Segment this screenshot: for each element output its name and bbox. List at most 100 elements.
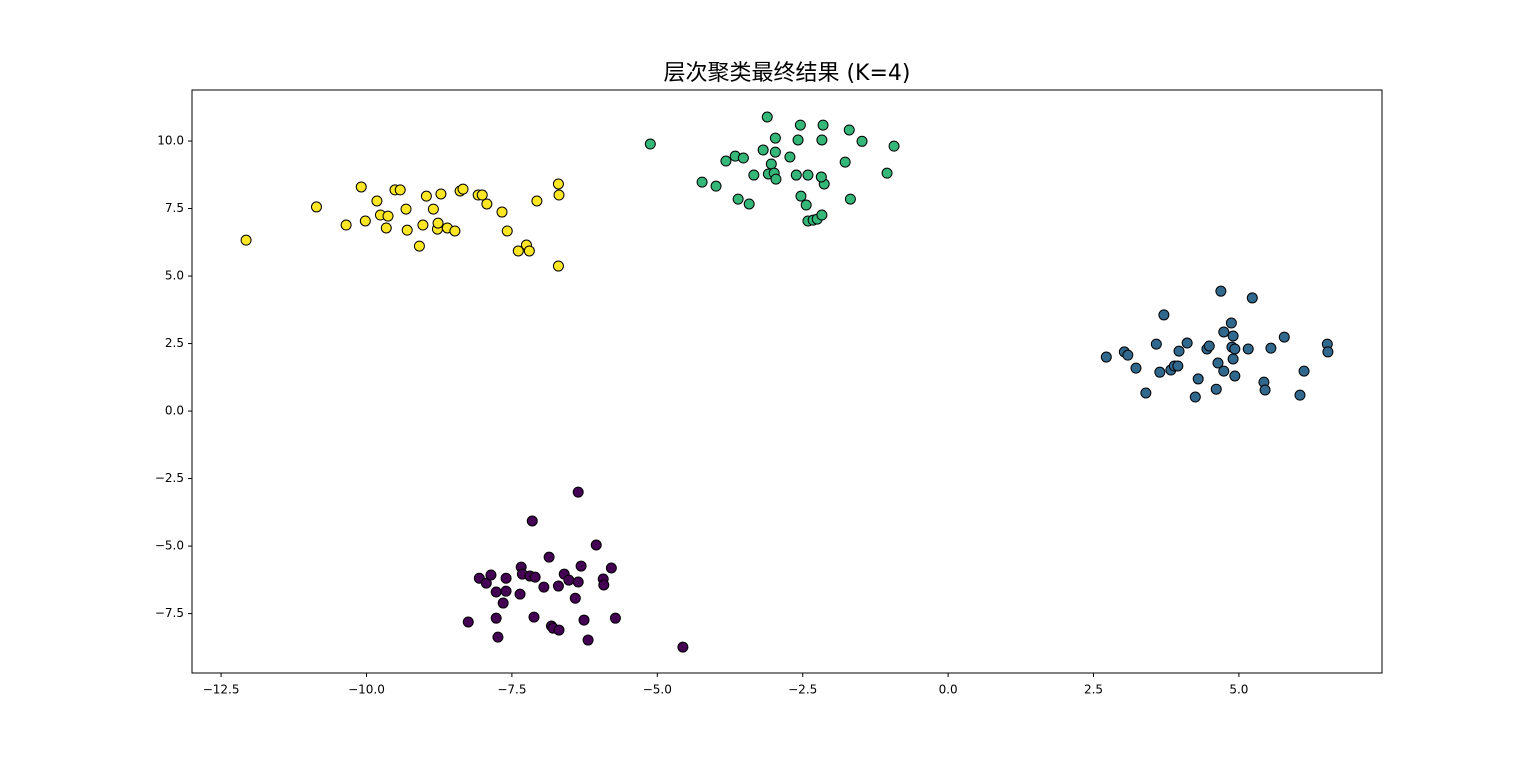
point	[501, 225, 513, 237]
point	[526, 515, 538, 527]
point	[1150, 338, 1162, 350]
point	[720, 155, 732, 167]
point	[843, 124, 855, 136]
point	[839, 156, 851, 168]
point	[732, 193, 744, 205]
point	[382, 210, 394, 222]
point	[737, 152, 749, 164]
point	[500, 585, 512, 597]
point	[1130, 362, 1142, 374]
point	[1100, 351, 1112, 363]
point	[413, 240, 425, 252]
point	[1259, 384, 1271, 396]
point	[485, 569, 497, 581]
point	[371, 195, 383, 207]
point	[794, 119, 806, 131]
point	[1218, 326, 1230, 338]
point	[802, 169, 814, 181]
y-tick-label: −5.0	[155, 539, 184, 553]
point	[496, 206, 508, 218]
point	[552, 580, 564, 592]
point	[770, 173, 782, 185]
point	[1218, 365, 1230, 377]
point	[816, 134, 828, 146]
point	[1181, 337, 1193, 349]
point	[1322, 346, 1334, 358]
point	[677, 641, 689, 653]
point	[605, 562, 617, 574]
point	[815, 171, 827, 183]
point	[512, 245, 524, 257]
x-tick-label: 2.5	[1084, 683, 1103, 697]
point	[609, 612, 621, 624]
point	[1140, 387, 1152, 399]
plot-frame	[191, 89, 1383, 674]
point	[881, 167, 893, 179]
point	[497, 597, 509, 609]
x-tick-label: −10.0	[348, 683, 385, 697]
point	[1229, 370, 1241, 382]
point	[1158, 309, 1170, 321]
point	[531, 195, 543, 207]
point	[538, 581, 550, 593]
point	[578, 614, 590, 626]
x-tick-label: 5.0	[1229, 683, 1248, 697]
point	[1298, 365, 1310, 377]
point	[816, 209, 828, 221]
point	[765, 158, 777, 170]
y-tick-label: 7.5	[165, 201, 184, 215]
chart-title: 层次聚类最终结果 (K=4)	[663, 61, 910, 86]
point	[590, 539, 602, 551]
point	[572, 486, 584, 498]
point	[480, 577, 492, 589]
point	[769, 146, 781, 158]
point	[490, 586, 502, 598]
point	[553, 189, 565, 201]
point	[817, 119, 829, 131]
point	[1229, 343, 1241, 355]
x-tick-label: 0.0	[939, 683, 958, 697]
y-tick-label: 10.0	[157, 134, 184, 148]
point	[528, 611, 540, 623]
point	[529, 571, 541, 583]
point	[582, 634, 594, 646]
point	[240, 234, 252, 246]
point	[888, 140, 900, 152]
point	[1189, 391, 1201, 403]
point	[427, 203, 439, 215]
point	[790, 169, 802, 181]
point	[359, 215, 371, 227]
y-tick-label: −7.5	[155, 606, 184, 620]
point	[569, 592, 581, 604]
point	[792, 134, 804, 146]
point	[481, 198, 493, 210]
point	[401, 224, 413, 236]
y-tick-label: 2.5	[165, 336, 184, 350]
point	[310, 201, 322, 213]
point	[552, 260, 564, 272]
y-tick-label: 5.0	[165, 269, 184, 283]
point	[1203, 340, 1215, 352]
point	[490, 612, 502, 624]
point	[394, 184, 406, 196]
point	[492, 631, 504, 643]
point	[1122, 349, 1134, 361]
point	[844, 193, 856, 205]
point	[420, 190, 432, 202]
point	[1294, 389, 1306, 401]
point	[417, 219, 429, 231]
point	[1242, 343, 1254, 355]
point	[543, 551, 555, 563]
point	[800, 199, 812, 211]
point	[563, 574, 575, 586]
point	[696, 176, 708, 188]
point	[1225, 317, 1237, 329]
point	[380, 222, 392, 234]
point	[1192, 373, 1204, 385]
point	[1246, 292, 1258, 304]
point	[598, 579, 610, 591]
point	[743, 198, 755, 210]
x-tick-label: −7.5	[497, 683, 526, 697]
